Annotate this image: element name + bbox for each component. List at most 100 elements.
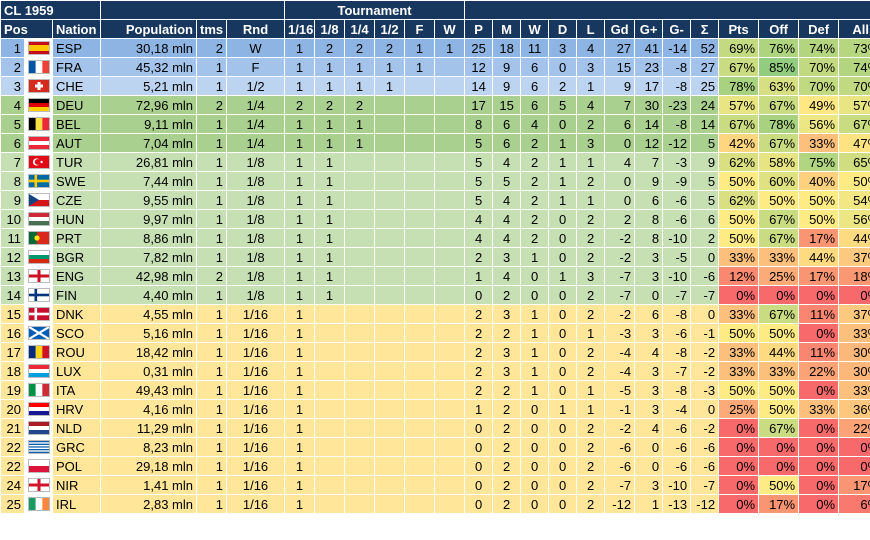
cell-gd: 0 (604, 171, 636, 191)
cell-rnd: 1/4 (226, 95, 286, 115)
cell-r4 (344, 342, 376, 362)
cell-nation: NIR (51, 475, 102, 495)
cell-gd: 4 (604, 152, 636, 172)
cell-tms: 2 (196, 266, 228, 286)
cell-rnd: 1/8 (226, 266, 286, 286)
cell-rnd: 1/2 (226, 76, 286, 96)
cell-gplus: 3 (634, 266, 664, 286)
cell-rnd: 1/16 (226, 456, 286, 476)
cell-gminus: -14 (662, 38, 692, 58)
cell-population: 42,98 mln (100, 266, 198, 286)
cell-m: 3 (492, 247, 522, 267)
cell-w (434, 399, 466, 419)
cell-pos: 2 (0, 57, 25, 77)
cell-r16: 1 (284, 190, 316, 210)
cell-r2: 1 (374, 57, 406, 77)
cell-r8 (314, 456, 346, 476)
cell-gd: 15 (604, 57, 636, 77)
cell-p: 0 (464, 285, 494, 305)
cell-nation: BGR (51, 247, 102, 267)
flag-lux-icon (28, 364, 50, 378)
cell-off: 63% (758, 76, 800, 96)
cell-def: 75% (798, 152, 840, 172)
cell-rnd: 1/8 (226, 152, 286, 172)
cell-d: 0 (548, 494, 578, 514)
cell-m: 2 (492, 456, 522, 476)
flag-sco-icon (28, 326, 50, 340)
cell-gminus: -8 (662, 114, 692, 134)
cell-m: 4 (492, 228, 522, 248)
flag-cell (24, 228, 53, 248)
cell-r8: 1 (314, 266, 346, 286)
cell-gplus: 9 (634, 171, 664, 191)
cell-all: 37% (838, 304, 870, 324)
cell-all: 17% (838, 475, 870, 495)
table-row: 11 PRT 8,86 mln 1 1/8 1 1 4 4 2 0 2 -2 8 -10 2 50% 67% 17%… (0, 228, 870, 248)
cell-r2 (374, 342, 406, 362)
flag-cell (24, 399, 53, 419)
cell-sigma: -2 (690, 418, 720, 438)
cell-gplus: 41 (634, 38, 664, 58)
cell-wins: 1 (520, 247, 550, 267)
cell-f (404, 95, 436, 115)
cell-r16: 1 (284, 437, 316, 457)
cell-l: 3 (576, 266, 606, 286)
cell-all: 74% (838, 57, 870, 77)
table-row: 18 LUX 0,31 mln 1 1/16 1 2 3 1 0 2 -4 3 -7 -2 33% 33% 22%… (0, 361, 870, 381)
cell-p: 2 (464, 342, 494, 362)
cell-r2 (374, 95, 406, 115)
flag-tur-icon (28, 155, 50, 169)
cell-f (404, 399, 436, 419)
cell-gplus: 3 (634, 475, 664, 495)
cell-r4 (344, 190, 376, 210)
col-header-15: L (576, 19, 606, 39)
flag-cell (24, 152, 53, 172)
cell-rnd: 1/16 (226, 323, 286, 343)
cell-r8 (314, 361, 346, 381)
col-header-7: 1/4 (344, 19, 376, 39)
cell-pos: 12 (0, 247, 25, 267)
cell-wins: 2 (520, 152, 550, 172)
cell-m: 18 (492, 38, 522, 58)
cell-rnd: 1/8 (226, 247, 286, 267)
cell-pos: 20 (0, 399, 25, 419)
table-row: 21 NLD 11,29 mln 1 1/16 1 0 2 0 0 2 -2 4 -6 -2 0% 67% 0% 2… (0, 418, 870, 438)
cell-d: 1 (548, 190, 578, 210)
cell-off: 50% (758, 399, 800, 419)
cell-population: 9,97 mln (100, 209, 198, 229)
flag-aut-icon (28, 136, 50, 150)
cell-gd: -3 (604, 323, 636, 343)
cell-population: 30,18 mln (100, 38, 198, 58)
col-header-3: tms (196, 19, 228, 39)
cell-gplus: 14 (634, 114, 664, 134)
cell-all: 33% (838, 323, 870, 343)
cell-def: 49% (798, 95, 840, 115)
cell-d: 0 (548, 437, 578, 457)
cell-f (404, 342, 436, 362)
cell-tms: 1 (196, 380, 228, 400)
cell-nation: NLD (51, 418, 102, 438)
cell-all: 22% (838, 418, 870, 438)
cell-tms: 1 (196, 285, 228, 305)
cell-r8: 1 (314, 114, 346, 134)
cell-d: 0 (548, 380, 578, 400)
cell-gplus: 23 (634, 57, 664, 77)
cell-l: 2 (576, 494, 606, 514)
cell-gminus: -10 (662, 228, 692, 248)
cell-r4: 1 (344, 114, 376, 134)
flag-deu-icon (28, 98, 50, 112)
col-header-16: Gd (604, 19, 636, 39)
cell-d: 1 (548, 171, 578, 191)
cell-sigma: 25 (690, 76, 720, 96)
cell-nation: BEL (51, 114, 102, 134)
cell-population: 8,86 mln (100, 228, 198, 248)
cell-population: 26,81 mln (100, 152, 198, 172)
cell-r8 (314, 342, 346, 362)
cell-r2 (374, 380, 406, 400)
cell-r16: 1 (284, 304, 316, 324)
col-header-12: M (492, 19, 522, 39)
cell-pts: 0% (718, 456, 760, 476)
cell-nation: GRC (51, 437, 102, 457)
cell-w (434, 437, 466, 457)
cell-population: 72,96 mln (100, 95, 198, 115)
